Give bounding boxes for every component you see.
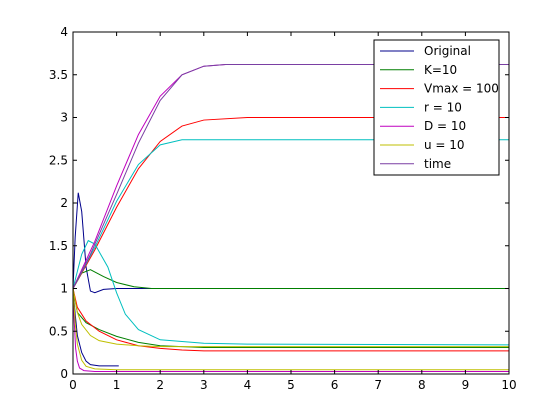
x-tick-label: 3	[200, 378, 208, 392]
legend-label-3: r = 10	[424, 100, 462, 114]
series-layer	[73, 63, 509, 372]
x-tick-label: 9	[462, 378, 470, 392]
y-tick-label: 1	[60, 282, 68, 296]
x-tick-label: 7	[374, 378, 382, 392]
legend-label-1: K=10	[424, 63, 457, 77]
ticks-layer: 0 1 2 3 4 5 6 7 8 9 10 0 0.5 1 1.5 2 2.5 3 3.5 4	[49, 25, 517, 392]
series-line-3-0	[73, 139, 509, 289]
series-line-0-0	[73, 192, 509, 294]
legend-label-0: Original	[424, 44, 471, 58]
legend-label-6: time	[424, 157, 451, 171]
x-tick-label: 8	[418, 378, 426, 392]
y-tick-label: 3.5	[49, 68, 68, 82]
series-line-2-1	[73, 288, 509, 352]
x-tick-label: 6	[331, 378, 339, 392]
y-tick-label: 2.5	[49, 153, 68, 167]
series-line-6-0	[73, 63, 509, 289]
y-tick-label: 2	[60, 196, 68, 210]
series-line-3-1	[73, 239, 509, 346]
y-tick-label: 0.5	[49, 324, 68, 338]
x-tick-label: 0	[69, 378, 77, 392]
legend-label-4: D = 10	[424, 119, 466, 133]
y-tick-label: 3	[60, 111, 68, 125]
x-tick-label: 4	[244, 378, 252, 392]
series-line-5-0	[73, 288, 509, 348]
series-line-5-1	[73, 288, 509, 371]
y-tick-label: 1.5	[49, 239, 68, 253]
series-line-1-0	[73, 269, 509, 289]
series-line-4-1	[73, 288, 509, 372]
series-line-1-1	[73, 288, 509, 348]
series-line-0-1	[73, 288, 119, 367]
x-tick-label: 5	[287, 378, 295, 392]
y-tick-label: 0	[60, 367, 68, 381]
x-tick-label: 10	[501, 378, 516, 392]
x-tick-label: 2	[156, 378, 164, 392]
x-tick-label: 1	[113, 378, 121, 392]
legend-label-5: u = 10	[424, 138, 465, 152]
legend-entries: Original K=10 Vmax = 100 r = 10 D = 10 u = 10…	[380, 44, 499, 171]
legend: Original K=10 Vmax = 100 r = 10 D = 10 u = 10…	[373, 39, 500, 176]
y-tick-label: 4	[60, 25, 68, 39]
legend-label-2: Vmax = 100	[424, 82, 499, 96]
series-line-2-0	[73, 117, 509, 289]
